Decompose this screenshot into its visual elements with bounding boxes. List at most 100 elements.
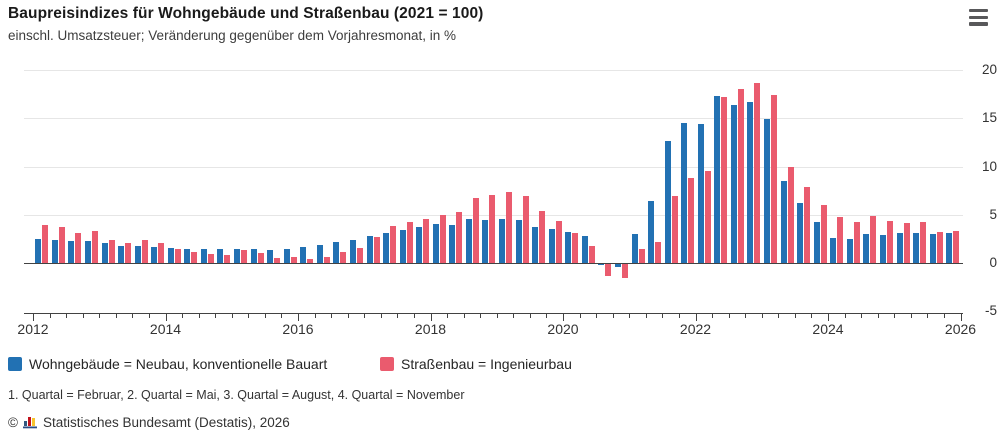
bar-strassenbau-2016-q2[interactable] — [323, 257, 330, 263]
bar-strassenbau-2013-q2[interactable] — [125, 242, 132, 263]
bar-strassenbau-2016-q1[interactable] — [307, 259, 314, 263]
bar-strassenbau-2015-q1[interactable] — [241, 250, 248, 263]
bar-strassenbau-2023-q2[interactable] — [787, 166, 794, 263]
bar-strassenbau-2014-q2[interactable] — [191, 252, 198, 263]
bar-wohngebaeude-2017-q4[interactable] — [416, 227, 423, 263]
bar-wohngebaeude-2018-q2[interactable] — [449, 225, 456, 263]
bar-wohngebaeude-2018-q1[interactable] — [432, 224, 439, 263]
bar-strassenbau-2025-q4[interactable] — [953, 231, 960, 263]
bar-wohngebaeude-2024-q3[interactable] — [863, 234, 870, 263]
bar-wohngebaeude-2012-q4[interactable] — [84, 240, 91, 263]
bar-strassenbau-2012-q2[interactable] — [58, 227, 65, 263]
bar-wohngebaeude-2021-q4[interactable] — [681, 123, 688, 263]
bar-strassenbau-2024-q3[interactable] — [870, 215, 877, 263]
bar-strassenbau-2013-q1[interactable] — [108, 239, 115, 263]
bar-wohngebaeude-2020-q1[interactable] — [565, 232, 572, 263]
bar-strassenbau-2017-q2[interactable] — [390, 226, 397, 263]
bar-strassenbau-2016-q4[interactable] — [356, 247, 363, 263]
bar-wohngebaeude-2023-q1[interactable] — [764, 119, 771, 263]
bar-strassenbau-2021-q2[interactable] — [655, 241, 662, 263]
bar-wohngebaeude-2015-q3[interactable] — [267, 250, 274, 263]
bar-wohngebaeude-2017-q2[interactable] — [383, 233, 390, 263]
bar-wohngebaeude-2021-q1[interactable] — [631, 234, 638, 263]
bar-wohngebaeude-2021-q3[interactable] — [664, 141, 671, 263]
bar-wohngebaeude-2019-q4[interactable] — [548, 229, 555, 263]
bar-wohngebaeude-2017-q3[interactable] — [399, 230, 406, 263]
bar-wohngebaeude-2015-q4[interactable] — [283, 248, 290, 263]
bar-strassenbau-2024-q1[interactable] — [837, 216, 844, 263]
bar-strassenbau-2023-q1[interactable] — [771, 95, 778, 263]
bar-strassenbau-2020-q4[interactable] — [621, 264, 628, 279]
bar-wohngebaeude-2016-q2[interactable] — [316, 244, 323, 263]
bar-strassenbau-2022-q3[interactable] — [737, 89, 744, 263]
bar-strassenbau-2017-q3[interactable] — [406, 222, 413, 263]
bar-strassenbau-2021-q4[interactable] — [688, 178, 695, 263]
bar-strassenbau-2017-q4[interactable] — [423, 218, 430, 263]
bar-strassenbau-2015-q4[interactable] — [290, 257, 297, 263]
bar-wohngebaeude-2023-q3[interactable] — [797, 203, 804, 263]
bar-strassenbau-2024-q2[interactable] — [853, 222, 860, 263]
bar-wohngebaeude-2022-q3[interactable] — [730, 104, 737, 263]
bar-wohngebaeude-2014-q2[interactable] — [184, 248, 191, 263]
bar-strassenbau-2020-q2[interactable] — [588, 245, 595, 263]
bar-strassenbau-2019-q3[interactable] — [539, 210, 546, 263]
bar-wohngebaeude-2020-q4[interactable] — [614, 264, 621, 267]
bar-strassenbau-2014-q1[interactable] — [174, 249, 181, 263]
bar-wohngebaeude-2025-q1[interactable] — [896, 233, 903, 263]
bar-wohngebaeude-2022-q4[interactable] — [747, 101, 754, 263]
bar-strassenbau-2017-q1[interactable] — [373, 236, 380, 263]
bar-wohngebaeude-2013-q1[interactable] — [101, 242, 108, 263]
bar-strassenbau-2018-q3[interactable] — [472, 198, 479, 263]
bar-wohngebaeude-2013-q4[interactable] — [151, 246, 158, 263]
bar-strassenbau-2018-q1[interactable] — [439, 214, 446, 263]
bar-wohngebaeude-2019-q3[interactable] — [532, 227, 539, 263]
bar-wohngebaeude-2012-q3[interactable] — [68, 240, 75, 263]
bar-strassenbau-2019-q1[interactable] — [506, 191, 513, 263]
bar-strassenbau-2020-q3[interactable] — [605, 264, 612, 276]
bar-strassenbau-2014-q3[interactable] — [207, 254, 214, 263]
bar-strassenbau-2018-q2[interactable] — [456, 211, 463, 263]
bar-strassenbau-2023-q4[interactable] — [820, 205, 827, 263]
bar-strassenbau-2015-q3[interactable] — [274, 258, 281, 263]
bar-wohngebaeude-2012-q2[interactable] — [51, 239, 58, 263]
bar-wohngebaeude-2013-q3[interactable] — [134, 245, 141, 263]
hamburger-menu-icon[interactable] — [969, 9, 991, 29]
bar-strassenbau-2025-q3[interactable] — [936, 232, 943, 263]
bar-strassenbau-2025-q2[interactable] — [920, 221, 927, 263]
bar-wohngebaeude-2014-q3[interactable] — [200, 248, 207, 263]
bar-strassenbau-2012-q3[interactable] — [75, 233, 82, 263]
bar-wohngebaeude-2020-q2[interactable] — [581, 235, 588, 263]
bar-strassenbau-2016-q3[interactable] — [340, 252, 347, 263]
bar-wohngebaeude-2025-q2[interactable] — [913, 233, 920, 263]
bar-strassenbau-2023-q3[interactable] — [804, 186, 811, 263]
bar-strassenbau-2013-q3[interactable] — [141, 239, 148, 263]
bar-strassenbau-2014-q4[interactable] — [224, 255, 231, 263]
bar-wohngebaeude-2016-q1[interactable] — [300, 246, 307, 263]
bar-strassenbau-2013-q4[interactable] — [158, 242, 165, 263]
bar-strassenbau-2012-q1[interactable] — [42, 225, 49, 263]
bar-wohngebaeude-2025-q4[interactable] — [946, 233, 953, 263]
bar-wohngebaeude-2016-q3[interactable] — [333, 241, 340, 263]
bar-wohngebaeude-2023-q4[interactable] — [813, 222, 820, 263]
bar-wohngebaeude-2022-q1[interactable] — [697, 124, 704, 263]
bar-strassenbau-2021-q3[interactable] — [671, 196, 678, 263]
bar-strassenbau-2012-q4[interactable] — [91, 231, 98, 263]
bar-wohngebaeude-2022-q2[interactable] — [714, 96, 721, 263]
bar-wohngebaeude-2018-q3[interactable] — [465, 218, 472, 263]
bar-strassenbau-2018-q4[interactable] — [489, 195, 496, 263]
bar-strassenbau-2025-q1[interactable] — [903, 223, 910, 263]
bar-strassenbau-2019-q2[interactable] — [522, 196, 529, 263]
bar-strassenbau-2022-q2[interactable] — [721, 97, 728, 263]
legend-item-wohngebaeude[interactable]: Wohngebäude = Neubau, konventionelle Bau… — [8, 356, 327, 372]
bar-wohngebaeude-2012-q1[interactable] — [35, 238, 42, 263]
bar-wohngebaeude-2017-q1[interactable] — [366, 235, 373, 263]
bar-wohngebaeude-2013-q2[interactable] — [118, 245, 125, 263]
bar-wohngebaeude-2023-q2[interactable] — [780, 180, 787, 263]
legend-item-strassenbau[interactable]: Straßenbau = Ingenieurbau — [380, 356, 572, 372]
bar-wohngebaeude-2025-q3[interactable] — [929, 234, 936, 263]
bar-strassenbau-2020-q1[interactable] — [572, 233, 579, 263]
bar-strassenbau-2021-q1[interactable] — [638, 248, 645, 263]
bar-strassenbau-2022-q4[interactable] — [754, 82, 761, 263]
bar-wohngebaeude-2015-q1[interactable] — [234, 248, 241, 263]
bar-wohngebaeude-2014-q1[interactable] — [167, 247, 174, 263]
